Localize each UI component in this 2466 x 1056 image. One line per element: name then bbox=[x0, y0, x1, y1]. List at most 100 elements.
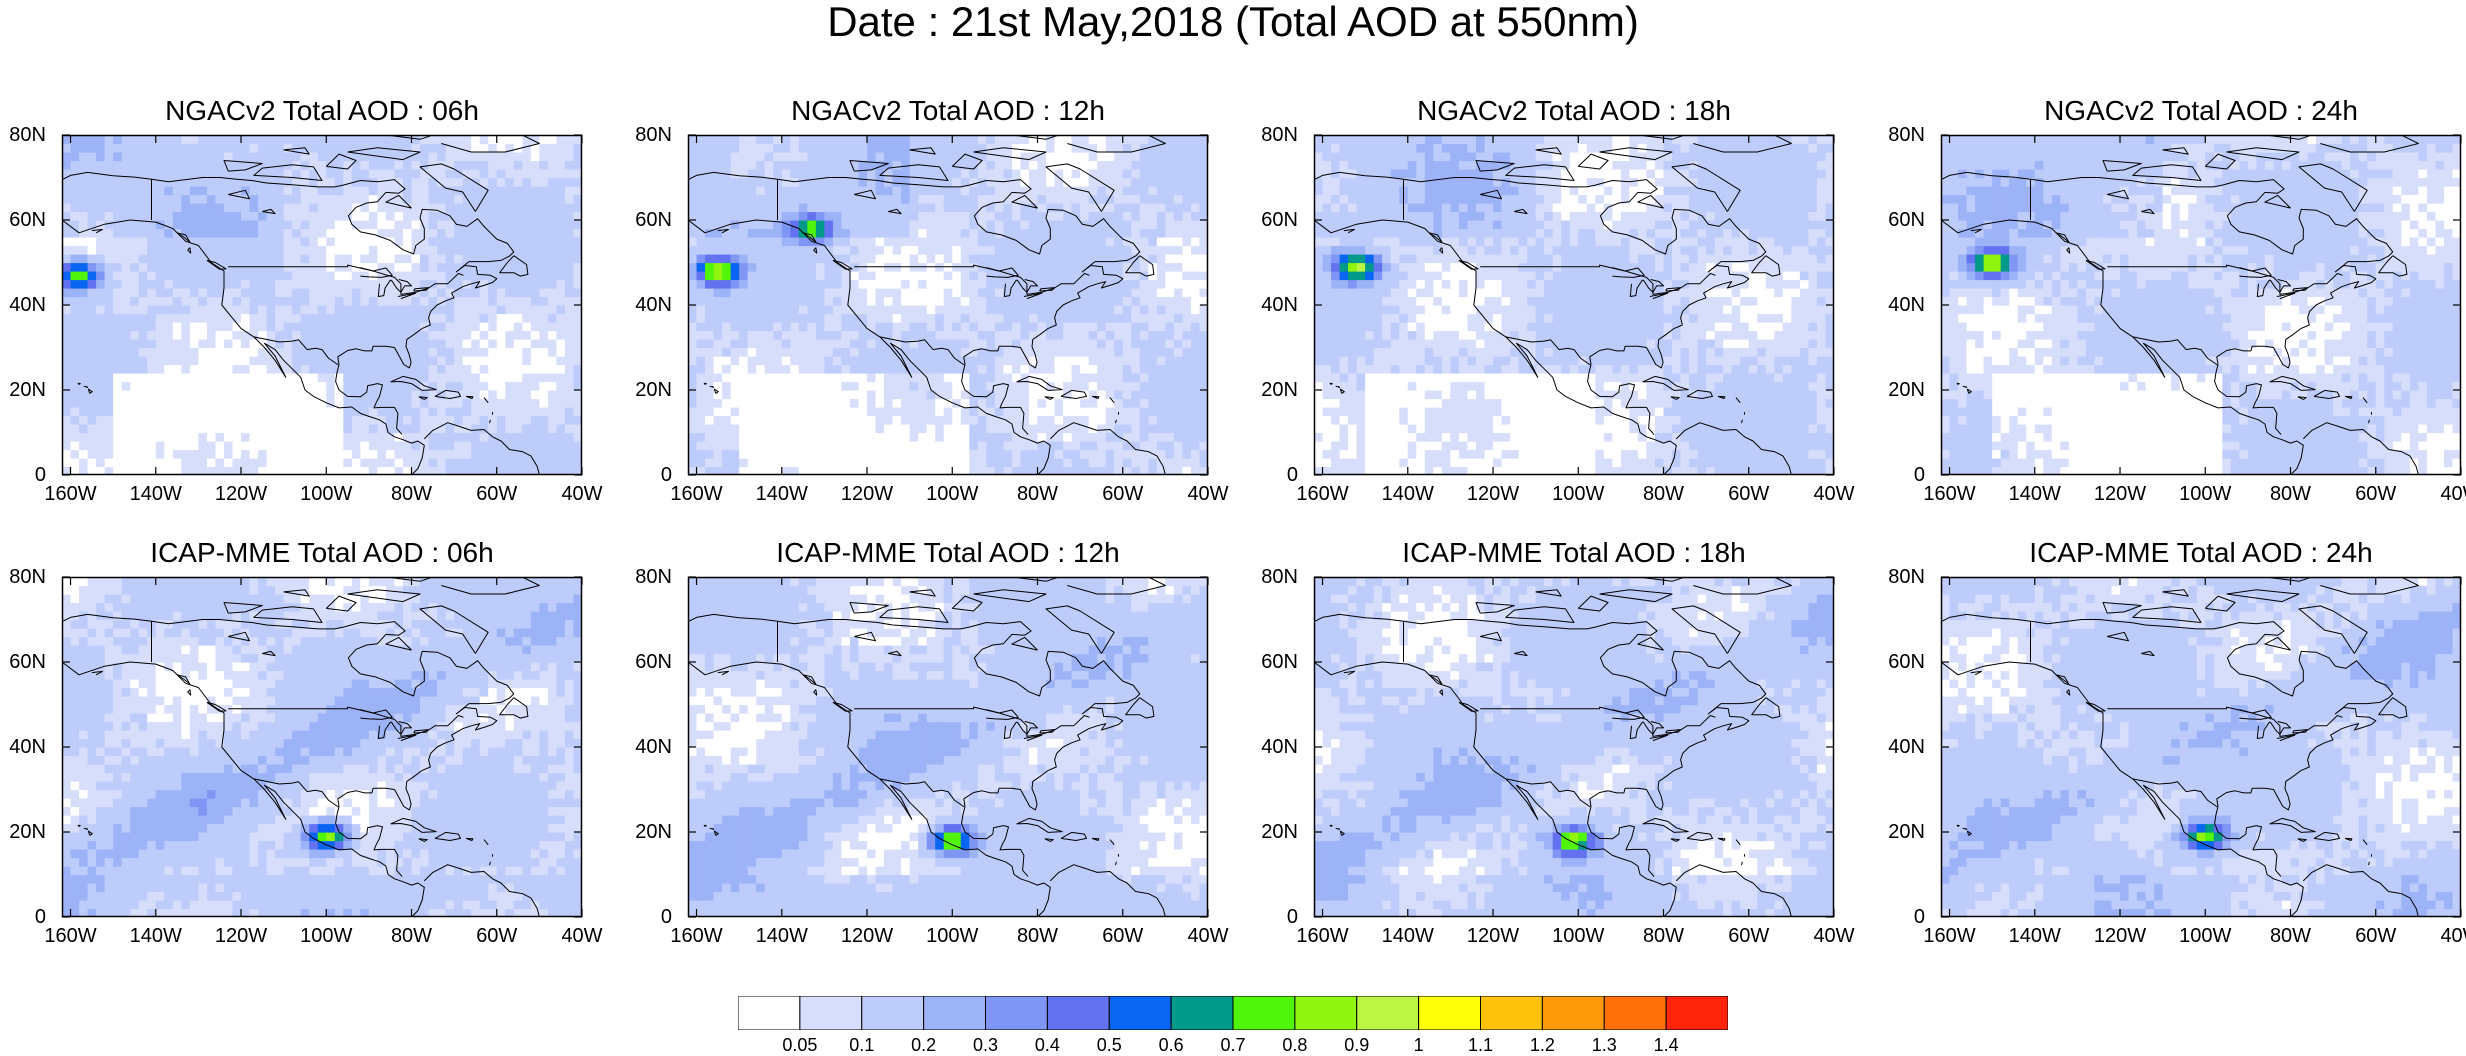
aod-field bbox=[1941, 135, 2461, 475]
colorbar-swatch bbox=[1294, 996, 1358, 1030]
colorbar-swatch bbox=[1418, 996, 1482, 1030]
colorbar bbox=[738, 996, 1728, 1030]
lon-tick-label: 120W bbox=[1458, 926, 1528, 946]
panel-title: NGACv2 Total AOD : 06h bbox=[42, 93, 602, 129]
lon-tick-label: 40W bbox=[2426, 926, 2466, 946]
coastlines bbox=[1314, 135, 1792, 475]
colorbar-swatch bbox=[1480, 996, 1543, 1030]
lat-tick-label: 80N bbox=[1881, 125, 1925, 145]
lat-tick-label: 60N bbox=[2, 652, 46, 672]
lon-tick-label: 140W bbox=[2000, 484, 2070, 504]
lat-tick-label: 40N bbox=[1254, 737, 1298, 757]
lon-tick-label: 100W bbox=[291, 484, 361, 504]
lon-tick-label: 120W bbox=[206, 484, 276, 504]
coastlines bbox=[1941, 135, 2419, 475]
figure-title: Date : 21st May,2018 (Total AOD at 550nm… bbox=[0, 0, 2466, 44]
panel-title: ICAP-MME Total AOD : 18h bbox=[1294, 535, 1854, 571]
lon-tick-label: 80W bbox=[2256, 484, 2326, 504]
lon-tick-label: 40W bbox=[547, 926, 617, 946]
colorbar-label: 0.4 bbox=[1022, 1035, 1072, 1055]
lat-tick-label: 80N bbox=[1881, 567, 1925, 587]
colorbar-label: 0.2 bbox=[899, 1035, 949, 1055]
aod-field bbox=[1314, 577, 1834, 917]
lon-tick-label: 60W bbox=[462, 484, 532, 504]
lon-tick-label: 80W bbox=[377, 926, 447, 946]
lat-tick-label: 20N bbox=[628, 380, 672, 400]
axis-ticks bbox=[62, 134, 583, 476]
axis-ticks bbox=[1314, 576, 1835, 918]
lon-tick-label: 60W bbox=[1088, 484, 1158, 504]
lat-tick-label: 40N bbox=[1881, 737, 1925, 757]
lat-tick-label: 60N bbox=[1881, 652, 1925, 672]
lat-tick-label: 0 bbox=[2, 465, 46, 485]
lon-tick-label: 120W bbox=[206, 926, 276, 946]
lon-tick-label: 80W bbox=[2256, 926, 2326, 946]
lat-tick-label: 80N bbox=[1254, 125, 1298, 145]
lon-tick-label: 40W bbox=[547, 484, 617, 504]
panel-title: ICAP-MME Total AOD : 12h bbox=[668, 535, 1228, 571]
lon-tick-label: 120W bbox=[1458, 484, 1528, 504]
colorbar-swatch bbox=[1170, 996, 1234, 1030]
lon-tick-label: 80W bbox=[1629, 926, 1699, 946]
map-panel: NGACv2 Total AOD : 18h 0 20N 40N 60N 80N 160W 1… bbox=[1261, 95, 1854, 504]
lat-tick-label: 80N bbox=[1254, 567, 1298, 587]
map-panel: ICAP-MME Total AOD : 24h 0 20N 40N 60N 80N 160… bbox=[1888, 537, 2466, 946]
colorbar-swatch bbox=[1232, 996, 1296, 1030]
lon-tick-label: 120W bbox=[2085, 484, 2155, 504]
lat-tick-label: 40N bbox=[1881, 295, 1925, 315]
lon-tick-label: 40W bbox=[1173, 484, 1243, 504]
lon-tick-label: 120W bbox=[2085, 926, 2155, 946]
lon-tick-label: 60W bbox=[1714, 926, 1784, 946]
coastlines bbox=[1941, 577, 2419, 917]
lat-tick-label: 60N bbox=[1254, 652, 1298, 672]
aod-field bbox=[1941, 577, 2461, 917]
aod-field bbox=[688, 135, 1208, 475]
lon-tick-label: 60W bbox=[2341, 926, 2411, 946]
lat-tick-label: 20N bbox=[2, 380, 46, 400]
axis-ticks bbox=[62, 576, 583, 918]
lat-tick-label: 80N bbox=[628, 567, 672, 587]
panel-title: ICAP-MME Total AOD : 24h bbox=[1921, 535, 2466, 571]
colorbar-label: 0.1 bbox=[837, 1035, 887, 1055]
lon-tick-label: 120W bbox=[832, 926, 902, 946]
lon-tick-label: 140W bbox=[747, 926, 817, 946]
lon-tick-label: 140W bbox=[747, 484, 817, 504]
colorbar-label: 1.2 bbox=[1517, 1035, 1567, 1055]
aod-map bbox=[1313, 134, 1835, 476]
aod-field bbox=[688, 577, 1208, 917]
lat-tick-label: 40N bbox=[628, 295, 672, 315]
lon-tick-label: 40W bbox=[1799, 484, 1869, 504]
colorbar-label: 0.6 bbox=[1146, 1035, 1196, 1055]
coastlines bbox=[62, 577, 540, 917]
lon-tick-label: 40W bbox=[1799, 926, 1869, 946]
map-panel: ICAP-MME Total AOD : 06h 0 20N 40N 60N 80N 160… bbox=[9, 537, 602, 946]
axis-ticks bbox=[688, 576, 1209, 918]
aod-map bbox=[1940, 576, 2462, 918]
lat-tick-label: 20N bbox=[1881, 380, 1925, 400]
map-panel: NGACv2 Total AOD : 24h 0 20N 40N 60N 80N 160W 1… bbox=[1888, 95, 2466, 504]
coastlines bbox=[1314, 577, 1792, 917]
colorbar-swatch bbox=[861, 996, 925, 1030]
colorbar-label: 0.9 bbox=[1332, 1035, 1382, 1055]
lon-tick-label: 60W bbox=[462, 926, 532, 946]
colorbar-swatch bbox=[1108, 996, 1172, 1030]
aod-map bbox=[61, 576, 583, 918]
map-panel: NGACv2 Total AOD : 06h 0 20N 40N 60N 80N 160W 1… bbox=[9, 95, 602, 504]
lon-tick-label: 80W bbox=[1003, 484, 1073, 504]
lat-tick-label: 20N bbox=[1254, 822, 1298, 842]
lon-tick-label: 160W bbox=[1288, 484, 1358, 504]
lat-tick-label: 0 bbox=[1881, 465, 1925, 485]
colorbar-label: 1.4 bbox=[1641, 1035, 1691, 1055]
lon-tick-label: 80W bbox=[377, 484, 447, 504]
axis-ticks bbox=[1314, 134, 1835, 476]
lon-tick-label: 40W bbox=[2426, 484, 2466, 504]
lon-tick-label: 120W bbox=[832, 484, 902, 504]
colorbar-label: 1 bbox=[1394, 1035, 1444, 1055]
colorbar-label: 0.7 bbox=[1208, 1035, 1258, 1055]
colorbar-label: 0.3 bbox=[961, 1035, 1011, 1055]
colorbar-swatch bbox=[1356, 996, 1420, 1030]
lat-tick-label: 0 bbox=[1881, 907, 1925, 927]
lat-tick-label: 40N bbox=[1254, 295, 1298, 315]
panel-title: NGACv2 Total AOD : 18h bbox=[1294, 93, 1854, 129]
lon-tick-label: 60W bbox=[1088, 926, 1158, 946]
